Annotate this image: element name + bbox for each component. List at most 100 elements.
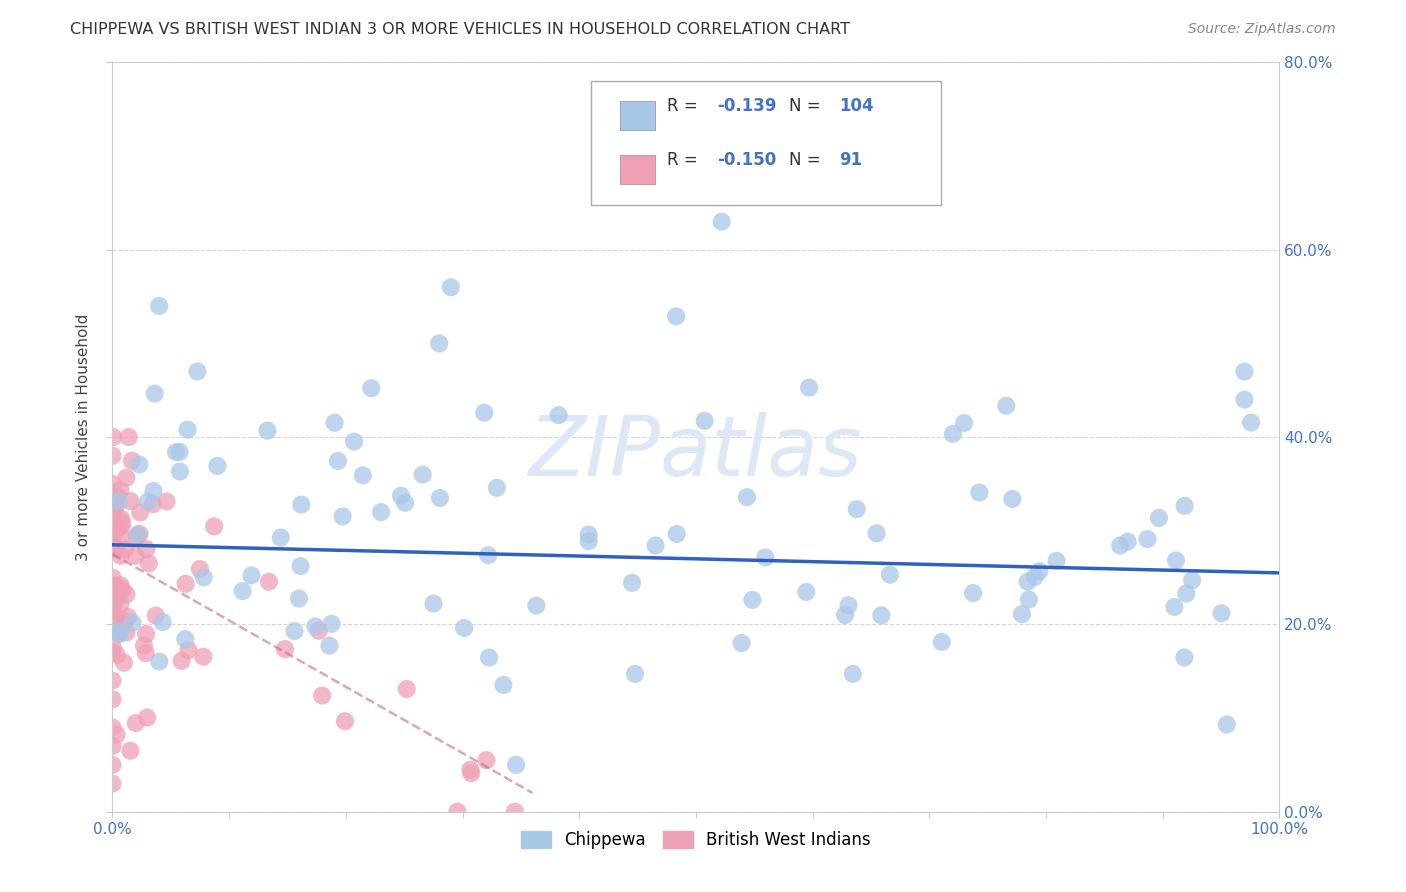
Point (288, 591, 311, 606)
Point (136, 710, 159, 724)
Point (103, 596, 125, 610)
Point (578, 527, 600, 541)
Point (290, 498, 312, 512)
Point (394, 496, 416, 510)
Point (115, 625, 138, 640)
Point (472, 406, 495, 420)
Point (121, 615, 143, 630)
Point (283, 624, 305, 639)
Point (1216, 717, 1239, 731)
Point (842, 666, 865, 681)
Point (174, 576, 197, 591)
Point (104, 502, 127, 516)
Point (754, 550, 776, 565)
Point (1001, 491, 1024, 506)
Point (644, 539, 666, 553)
Point (578, 534, 600, 549)
Point (931, 635, 953, 649)
Point (101, 571, 124, 585)
Point (741, 593, 763, 607)
Point (101, 449, 124, 463)
Text: R =: R = (666, 151, 703, 169)
Text: Source: ZipAtlas.com: Source: ZipAtlas.com (1188, 22, 1336, 37)
Point (104, 578, 127, 592)
Point (110, 483, 132, 497)
Text: 91: 91 (839, 151, 863, 169)
Point (665, 310, 688, 324)
Point (1017, 574, 1039, 589)
Point (1018, 592, 1040, 607)
Point (202, 519, 225, 533)
Point (186, 365, 208, 379)
Point (105, 580, 128, 594)
Point (101, 739, 124, 753)
Point (505, 758, 527, 772)
Point (104, 495, 127, 509)
Point (135, 542, 157, 557)
Point (103, 641, 125, 656)
Point (117, 610, 139, 624)
Point (429, 491, 451, 505)
Point (1116, 534, 1139, 549)
Point (665, 527, 688, 541)
Point (710, 214, 733, 228)
Point (794, 585, 817, 599)
Point (1136, 532, 1159, 546)
Point (129, 506, 152, 520)
Point (270, 531, 292, 545)
Point (125, 716, 148, 731)
Point (389, 489, 412, 503)
Point (879, 567, 901, 582)
Point (101, 617, 124, 632)
Point (101, 692, 124, 706)
Point (360, 381, 382, 395)
Point (101, 476, 124, 491)
Point (475, 753, 498, 767)
Point (427, 336, 450, 351)
Point (412, 467, 434, 482)
Point (995, 399, 1018, 413)
Point (148, 299, 170, 313)
Point (101, 758, 124, 772)
Point (1174, 499, 1197, 513)
Point (797, 381, 820, 395)
Point (105, 489, 128, 503)
Point (834, 608, 856, 623)
Point (138, 557, 160, 571)
Point (101, 721, 124, 735)
Point (321, 616, 343, 631)
Point (256, 424, 278, 438)
Point (962, 586, 984, 600)
Point (838, 599, 860, 613)
Point (1175, 586, 1198, 600)
Point (115, 587, 138, 601)
Text: 104: 104 (839, 97, 875, 115)
Point (107, 614, 129, 628)
Legend: Chippewa, British West Indians: Chippewa, British West Indians (515, 824, 877, 855)
Point (143, 386, 166, 401)
Point (118, 430, 141, 444)
Point (170, 654, 193, 668)
Point (624, 666, 647, 681)
Point (101, 542, 124, 557)
Point (145, 608, 167, 623)
Point (105, 728, 128, 742)
Point (105, 492, 128, 507)
Point (101, 646, 124, 660)
Point (446, 805, 468, 819)
Text: CHIPPEWA VS BRITISH WEST INDIAN 3 OR MORE VEHICLES IN HOUSEHOLD CORRELATION CHAR: CHIPPEWA VS BRITISH WEST INDIAN 3 OR MOR… (70, 22, 851, 37)
Point (1173, 650, 1195, 665)
Point (274, 642, 297, 657)
Point (485, 481, 508, 495)
Point (107, 589, 129, 603)
Point (128, 458, 150, 472)
Point (101, 485, 124, 500)
Point (318, 639, 340, 653)
Point (1163, 599, 1185, 614)
Point (453, 621, 475, 635)
Point (112, 656, 135, 670)
Point (142, 497, 165, 511)
Point (108, 626, 131, 640)
Point (177, 643, 200, 657)
Point (152, 615, 174, 629)
